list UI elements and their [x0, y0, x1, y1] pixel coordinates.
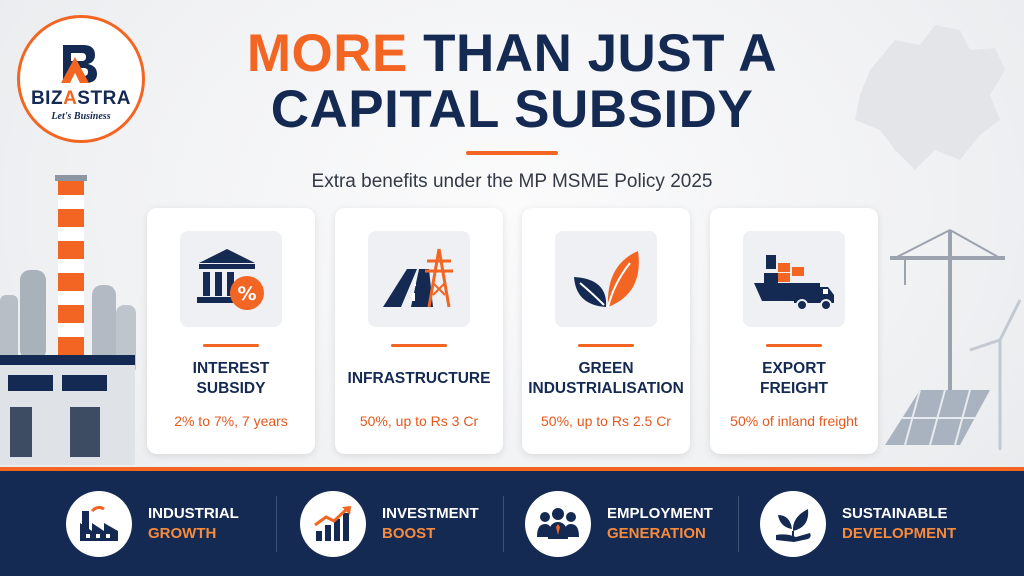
growth-chart-icon — [300, 490, 366, 557]
title-line1: THAN JUST A — [423, 24, 778, 83]
card-title: INTEREST SUBSIDY — [192, 360, 270, 397]
brand-mark-icon — [61, 44, 97, 83]
road-tower-icon — [368, 231, 470, 327]
footer-accent-line — [0, 467, 1024, 471]
footer-band: INDUSTRIAL GROWTH INVESTMENT BOOST — [0, 471, 1024, 576]
page-title: MORE THAN JUST A CAPITAL SUBSIDY — [200, 26, 824, 138]
card-divider — [766, 344, 822, 347]
ship-truck-icon — [743, 231, 845, 327]
footer-separator — [276, 496, 277, 552]
card-divider — [578, 344, 634, 347]
benefit-card-interest-subsidy: % INTEREST SUBSIDY 2% to 7%, 7 years — [147, 208, 315, 454]
map-silhouette — [855, 25, 1005, 170]
card-divider — [391, 344, 447, 347]
plant-hand-icon — [760, 490, 826, 557]
page-subtitle: Extra benefits under the MP MSME Policy … — [311, 171, 713, 192]
card-title: GREEN INDUSTRIALISATION — [528, 360, 684, 397]
card-title: INFRASTRUCTURE — [347, 370, 491, 387]
leaf-icon — [555, 231, 657, 327]
benefit-card-green-industrialisation: GREEN INDUSTRIALISATION 50%, up to Rs 2.5… — [522, 208, 690, 454]
footer-item-label: EMPLOYMENT GENERATION — [607, 504, 713, 542]
brand-name: BIZASTRA — [30, 87, 132, 109]
brand-logo: BIZASTRA Let's Business — [17, 15, 145, 143]
factory-icon — [66, 490, 132, 557]
footer-item-employment-generation: EMPLOYMENT GENERATION — [525, 471, 713, 576]
people-icon — [525, 490, 591, 557]
card-description: 2% to 7%, 7 years — [174, 413, 288, 429]
footer-item-investment-boost: INVESTMENT BOOST — [300, 471, 479, 576]
title-underline — [466, 151, 558, 155]
bank-percent-icon: % — [180, 231, 282, 327]
benefit-card-export-freight: EXPORT FREIGHT 50% of inland freight — [710, 208, 878, 454]
card-description: 50%, up to Rs 2.5 Cr — [541, 413, 671, 429]
title-highlight: MORE — [246, 24, 408, 83]
card-description: 50% of inland freight — [730, 413, 858, 429]
title-line2: CAPITAL SUBSIDY — [270, 80, 754, 139]
footer-separator — [503, 496, 504, 552]
footer-item-label: SUSTAINABLE DEVELOPMENT — [842, 504, 957, 542]
footer-separator — [738, 496, 739, 552]
crane-turbine-illustration — [885, 229, 1022, 450]
footer-item-label: INDUSTRIAL GROWTH — [148, 504, 239, 542]
footer-item-label: INVESTMENT BOOST — [382, 504, 479, 542]
card-description: 50%, up to Rs 3 Cr — [359, 413, 479, 429]
factory-illustration — [0, 175, 136, 465]
card-title: EXPORT FREIGHT — [759, 360, 829, 397]
brand-tagline: Let's Business — [51, 110, 111, 122]
svg-text:%: % — [237, 283, 256, 305]
footer-item-sustainable-development: SUSTAINABLE DEVELOPMENT — [760, 471, 956, 576]
card-divider — [203, 344, 259, 347]
footer-item-industrial-growth: INDUSTRIAL GROWTH — [66, 471, 239, 576]
benefit-card-infrastructure: INFRASTRUCTURE 50%, up to Rs 3 Cr — [335, 208, 503, 454]
